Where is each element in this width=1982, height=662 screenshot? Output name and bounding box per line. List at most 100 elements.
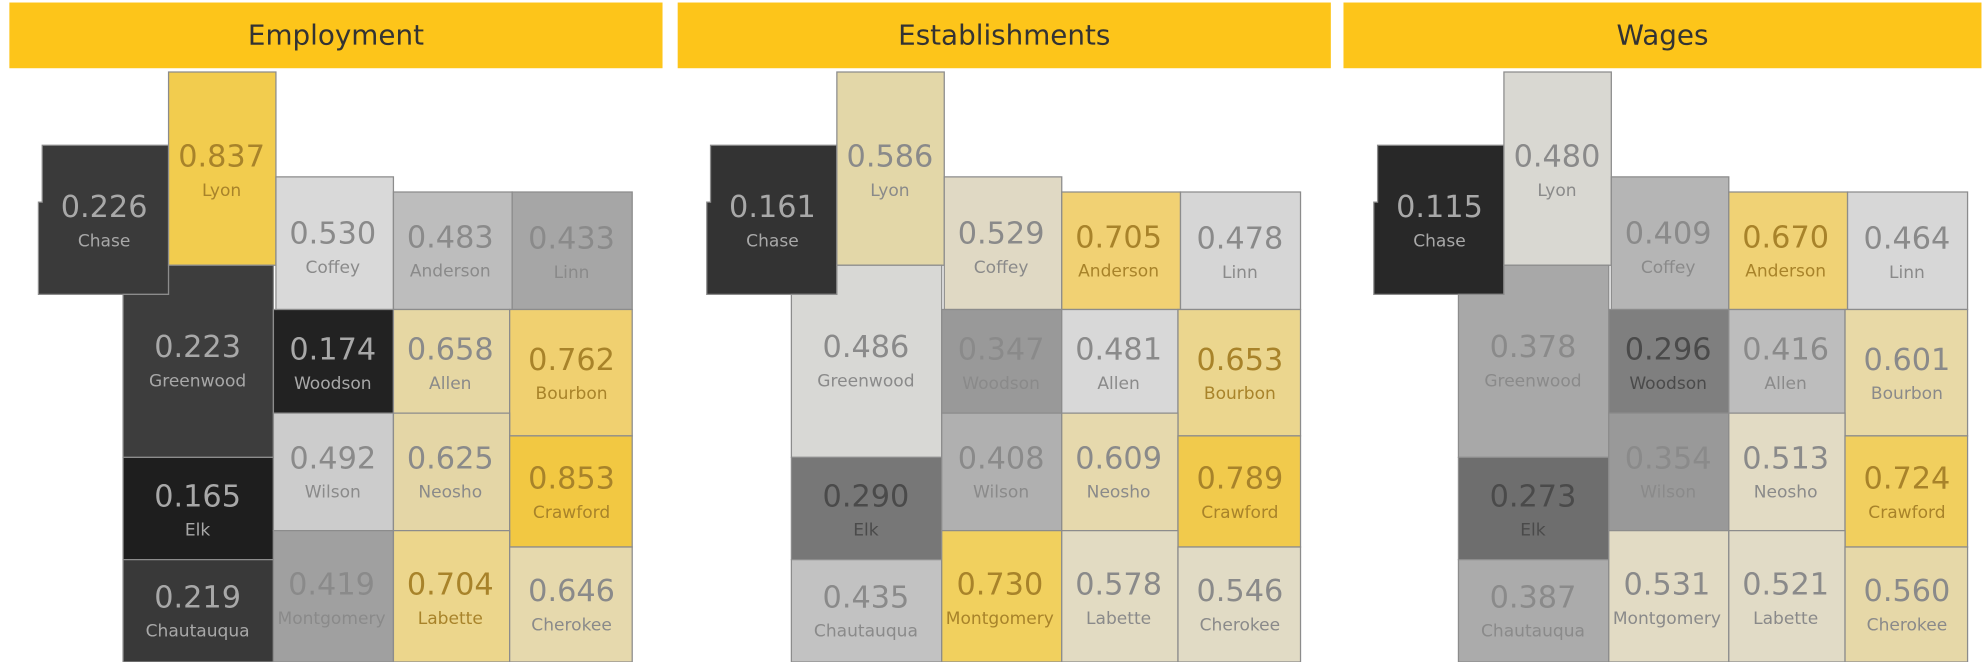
county-value: 0.409 (1625, 216, 1712, 251)
county-value: 0.433 (528, 222, 615, 257)
county-name: Cherokee (1200, 615, 1281, 635)
county-name: Montgomery (277, 609, 385, 629)
county-value: 0.625 (407, 441, 494, 476)
county-value: 0.530 (289, 216, 376, 251)
county-value: 0.646 (528, 574, 615, 609)
county-value: 0.165 (154, 479, 241, 514)
county-value: 0.578 (1075, 568, 1162, 603)
county-value: 0.347 (958, 333, 1045, 368)
county-value: 0.531 (1624, 568, 1711, 603)
county-name: Crawford (533, 503, 610, 523)
county-name: Coffey (974, 258, 1029, 278)
county-name: Coffey (1641, 258, 1696, 278)
county-name: Allen (1764, 374, 1806, 394)
county-name: Linn (1222, 263, 1258, 283)
county (509, 546, 633, 662)
county-value: 0.115 (1396, 190, 1483, 225)
county-value: 0.704 (407, 568, 494, 603)
county-name: Elk (185, 521, 211, 541)
county-name: Chase (1413, 231, 1466, 251)
panel-header (677, 2, 1331, 69)
county-value: 0.223 (154, 330, 241, 365)
county-name: Cherokee (531, 615, 612, 635)
county-name: Coffey (305, 258, 360, 278)
county-name: Lyon (1537, 181, 1576, 201)
county-name: Elk (1520, 521, 1546, 541)
county (941, 529, 1063, 662)
county (1457, 559, 1610, 662)
county-name: Wilson (305, 483, 361, 503)
county-name: Chase (78, 231, 131, 251)
county-name: Woodson (294, 374, 372, 394)
county (1608, 529, 1730, 662)
county-name: Montgomery (1613, 609, 1721, 629)
county-value: 0.481 (1075, 333, 1162, 368)
county-name: Crawford (1201, 503, 1278, 523)
county-name: Chautauqua (146, 622, 250, 642)
county-name: Lyon (202, 181, 241, 201)
county-value: 0.586 (847, 139, 934, 174)
county-value: 0.408 (958, 441, 1045, 476)
county-name: Anderson (1745, 262, 1826, 282)
county-value: 0.789 (1196, 462, 1283, 497)
county-name: Greenwood (149, 372, 246, 392)
county-value: 0.601 (1864, 343, 1951, 378)
county-name: Chase (746, 231, 799, 251)
county-value: 0.478 (1196, 222, 1283, 257)
county-name: Wilson (973, 483, 1029, 503)
county-name: Labette (1086, 609, 1151, 629)
county-value: 0.378 (1490, 330, 1577, 365)
county-value: 0.483 (407, 220, 494, 255)
county-value: 0.724 (1864, 462, 1951, 497)
county-name: Anderson (1078, 262, 1159, 282)
county (1844, 546, 1969, 662)
county-value: 0.416 (1742, 333, 1829, 368)
county-value: 0.653 (1196, 343, 1283, 378)
county-value: 0.174 (289, 333, 376, 368)
panel-title: Employment (248, 19, 424, 52)
county-value: 0.853 (528, 462, 615, 497)
county-name: Linn (554, 263, 590, 283)
county-name: Bourbon (1204, 384, 1276, 404)
county-value: 0.609 (1075, 441, 1162, 476)
county-name: Neosho (1754, 483, 1818, 503)
county-name: Woodson (1629, 374, 1707, 394)
panel-header (1343, 2, 1982, 69)
county-value: 0.273 (1490, 479, 1577, 514)
county-value: 0.290 (823, 479, 910, 514)
county-value: 0.435 (823, 580, 910, 615)
county-value: 0.546 (1196, 574, 1283, 609)
county-value: 0.480 (1514, 139, 1601, 174)
county-name: Labette (1753, 609, 1818, 629)
panel-header (9, 2, 663, 69)
county-value: 0.529 (958, 216, 1045, 251)
county-name: Neosho (1087, 483, 1151, 503)
county-name: Allen (1097, 374, 1139, 394)
county-value: 0.486 (823, 330, 910, 365)
county-name: Labette (418, 609, 483, 629)
county-value: 0.513 (1742, 441, 1829, 476)
county-value: 0.226 (61, 190, 148, 225)
county-name: Anderson (410, 262, 491, 282)
county-value: 0.354 (1625, 441, 1712, 476)
county-name: Greenwood (817, 372, 914, 392)
county-name: Montgomery (946, 609, 1054, 629)
county-value: 0.521 (1742, 568, 1829, 603)
county-name: Linn (1889, 263, 1925, 283)
panel-title: Wages (1617, 19, 1709, 52)
county-name: Elk (853, 521, 879, 541)
county-name: Bourbon (1871, 384, 1943, 404)
county-name: Chautauqua (1481, 622, 1585, 642)
county-value: 0.670 (1742, 220, 1829, 255)
county (122, 559, 275, 662)
county-name: Cherokee (1867, 615, 1947, 635)
county-value: 0.837 (178, 139, 265, 174)
county (790, 559, 943, 662)
county-name: Lyon (870, 181, 909, 201)
county (392, 529, 511, 662)
panel: Employment 0.226 Chase 0.837 Lyon 0.530 Coffey… (9, 2, 663, 662)
county-value: 0.387 (1490, 580, 1577, 615)
county-value: 0.464 (1864, 222, 1951, 257)
county-name: Neosho (418, 483, 482, 503)
